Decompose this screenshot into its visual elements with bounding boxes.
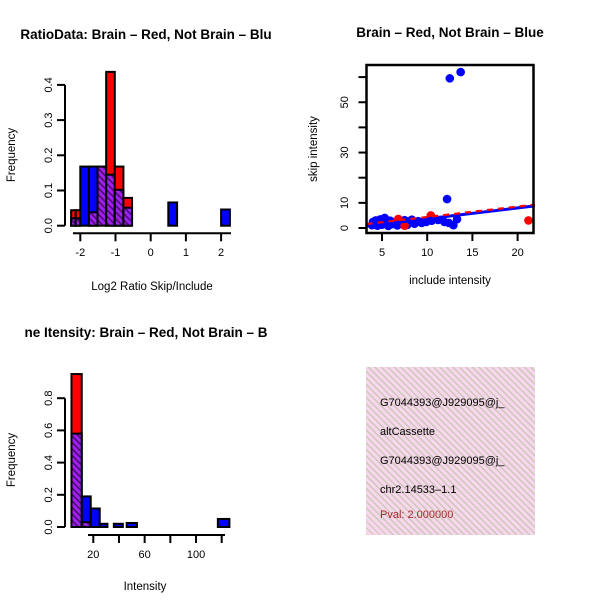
ratio-ylabel: Frequency bbox=[6, 128, 18, 183]
ratio-histogram-svg: RatioData: Brain – Red, Not Brain – Blu … bbox=[6, 27, 272, 293]
y-tick-label: 0.3 bbox=[43, 112, 55, 127]
scatter-point bbox=[456, 67, 465, 77]
scatter-point bbox=[524, 216, 533, 225]
hist-bar-blue bbox=[125, 521, 138, 529]
event-locus-line: chr2.14533–1.1 bbox=[380, 484, 457, 496]
intensity-ylabel: Frequency bbox=[6, 433, 18, 488]
event-id-line: G7044393@J929095@j_ bbox=[380, 397, 505, 409]
ratio-histogram-title: RatioData: Brain – Red, Not Brain – Blu bbox=[20, 27, 271, 42]
hist-bar-blue bbox=[220, 208, 231, 227]
y-tick-label: 0.2 bbox=[43, 487, 55, 502]
x-tick-label: 5 bbox=[379, 247, 385, 259]
x-tick-label: 10 bbox=[421, 247, 433, 259]
x-tick-label: 60 bbox=[139, 549, 151, 561]
y-tick-label: 50 bbox=[339, 96, 351, 108]
y-tick-label: 0.2 bbox=[43, 148, 55, 163]
ratio-xlabel: Log2 Ratio Skip/Include bbox=[91, 281, 212, 293]
hist-bar-blue bbox=[112, 522, 124, 528]
ratio-histogram-panel: RatioData: Brain – Red, Not Brain – Blu … bbox=[0, 0, 300, 300]
scatter-point bbox=[442, 194, 452, 204]
intensity-histogram-plot: 0.0 0.2 0.4 0.6 0.8 20 60 100 bbox=[43, 373, 231, 561]
hist-bar-overlap bbox=[113, 188, 125, 227]
intensity-histogram-panel: ne Itensity: Brain – Red, Not Brain – B … bbox=[0, 300, 300, 600]
regression-line bbox=[366, 204, 535, 228]
hist-bar-blue bbox=[216, 517, 231, 528]
y-tick-label: 0.0 bbox=[43, 519, 55, 534]
x-tick-label: -1 bbox=[111, 247, 121, 259]
hist-bar-overlap bbox=[96, 165, 108, 227]
y-tick-label: 0.4 bbox=[43, 77, 55, 92]
scatter-svg: Brain – Red, Not Brain – Blue skip inten… bbox=[308, 25, 544, 287]
x-tick-label: 100 bbox=[187, 549, 205, 561]
x-tick-label: 15 bbox=[466, 247, 478, 259]
event-pvalue-line: Pval: 2.000000 bbox=[380, 509, 454, 521]
scatter-panel: Brain – Red, Not Brain – Blue skip inten… bbox=[300, 0, 600, 300]
x-tick-label: 2 bbox=[218, 247, 224, 259]
x-tick-label: 0 bbox=[148, 247, 154, 259]
scatter-point bbox=[445, 74, 455, 83]
hist-bar-blue bbox=[167, 201, 179, 227]
hist-bar-blue bbox=[89, 507, 101, 528]
scatter-plot: 0 10 30 50 5 10 15 20 bbox=[339, 63, 535, 259]
annotation-panel: G7044393@J929095@j_ altCassette G7044393… bbox=[300, 300, 600, 600]
event-id-line-2: G7044393@J929095@j_ bbox=[380, 455, 505, 467]
y-tick-label: 0.6 bbox=[43, 423, 55, 438]
y-tick-label: 0.1 bbox=[43, 183, 55, 198]
scatter-ylabel: skip intensity bbox=[308, 116, 320, 182]
y-tick-label: 0.0 bbox=[43, 218, 55, 233]
hist-bar-blue bbox=[98, 522, 109, 528]
hist-bar-overlap bbox=[80, 521, 92, 528]
hist-bar-overlap bbox=[105, 173, 116, 227]
y-tick-label: 30 bbox=[339, 146, 351, 158]
x-tick-label: 1 bbox=[183, 247, 189, 259]
scatter-xlabel: include intensity bbox=[409, 275, 491, 287]
scatter-point bbox=[400, 221, 409, 231]
scatter-point bbox=[452, 214, 462, 224]
hist-bar-overlap bbox=[70, 432, 83, 528]
x-tick-label: 20 bbox=[87, 549, 99, 561]
event-info-box: G7044393@J929095@j_ altCassette G7044393… bbox=[366, 367, 535, 535]
scatter-title: Brain – Red, Not Brain – Blue bbox=[356, 25, 544, 40]
y-tick-label: 0.8 bbox=[43, 391, 55, 406]
intensity-xlabel: Intensity bbox=[124, 581, 167, 593]
ratio-histogram-plot: 0.0 0.1 0.2 0.3 0.4 -2 -1 0 1 2 bbox=[43, 70, 231, 259]
intensity-histogram-svg: ne Itensity: Brain – Red, Not Brain – B … bbox=[6, 325, 268, 593]
y-tick-label: 0.4 bbox=[43, 455, 55, 470]
hist-bar-overlap bbox=[87, 211, 99, 227]
hist-bar-blue bbox=[79, 165, 90, 227]
hist-bar-overlap bbox=[122, 206, 134, 227]
x-tick-label: -2 bbox=[75, 247, 85, 259]
y-tick-label: 0 bbox=[339, 225, 351, 231]
x-tick-label: 20 bbox=[511, 247, 523, 259]
plot-box bbox=[365, 63, 535, 235]
y-tick-label: 10 bbox=[339, 197, 351, 209]
intensity-histogram-title: ne Itensity: Brain – Red, Not Brain – B bbox=[24, 325, 267, 340]
event-type-line: altCassette bbox=[380, 426, 436, 438]
